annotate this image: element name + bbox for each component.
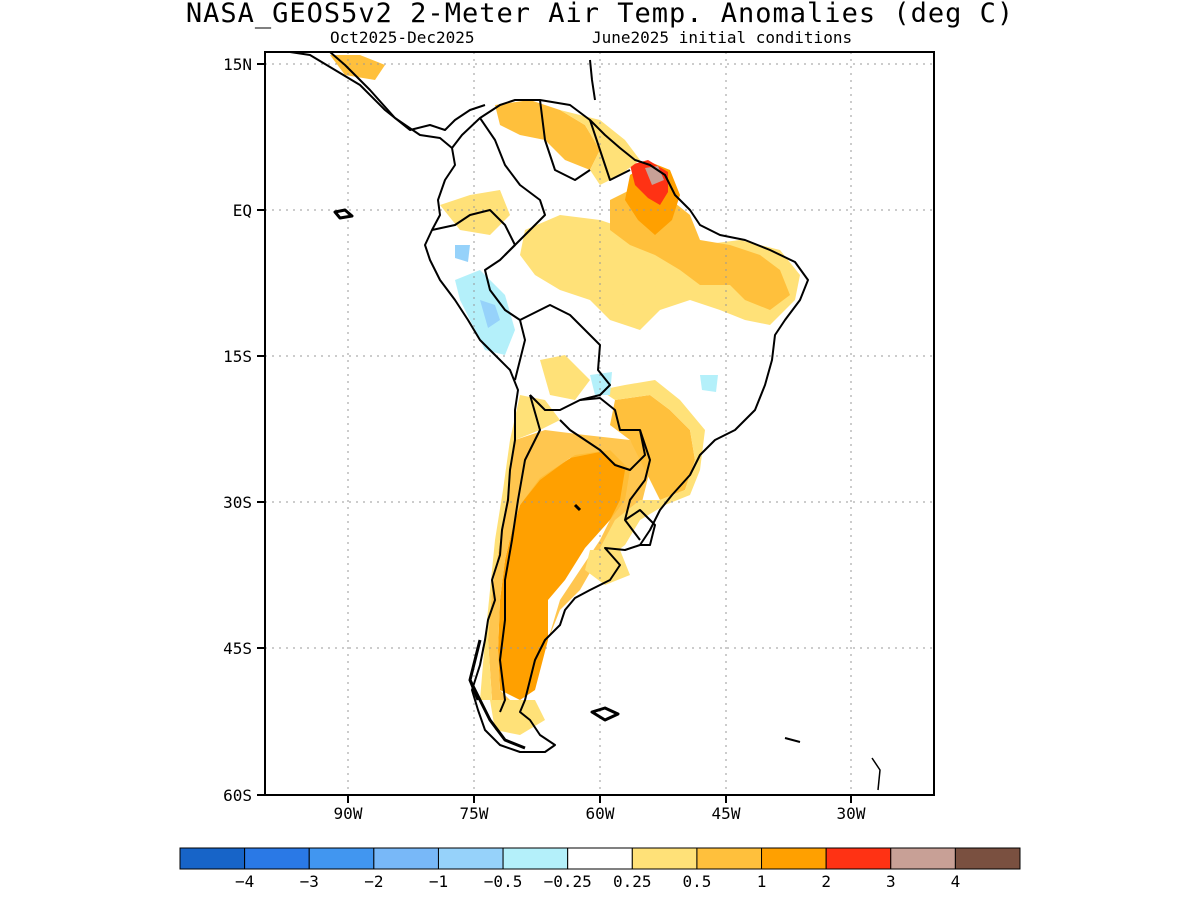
anomaly-region-brazil-cool <box>700 375 718 392</box>
lon-label: 75W <box>460 804 489 823</box>
border-ecuador-peru <box>431 209 526 381</box>
colorbar-label: −0.5 <box>484 872 523 891</box>
anomaly-region-patagonia-yellow <box>490 700 545 735</box>
coast-galapagos <box>333 208 354 220</box>
lon-label: 45W <box>712 804 741 823</box>
coast-sandwich <box>871 757 881 791</box>
colorbar-label: 2 <box>821 872 831 891</box>
anomaly-region-caribbean <box>330 55 385 80</box>
lon-label: 90W <box>334 804 363 823</box>
colorbar-label: 0.5 <box>682 872 711 891</box>
lat-label: 45S <box>223 639 252 658</box>
border-paraguay <box>559 397 646 471</box>
anomaly-region-venezuela <box>495 100 600 170</box>
colorbar-swatch <box>179 847 246 870</box>
colorbar-label: −2 <box>364 872 383 891</box>
colorbar-swatch <box>954 847 1021 870</box>
colorbar-label: −3 <box>300 872 319 891</box>
colorbar-swatch <box>761 847 827 870</box>
colorbar-swatch <box>308 847 375 870</box>
border-uruguay <box>624 509 656 546</box>
colorbar-swatch <box>373 847 439 870</box>
colorbar-swatch <box>825 847 892 870</box>
anomaly-shading <box>330 55 800 735</box>
anomaly-region-uruguay <box>585 550 630 585</box>
colorbar-label: −4 <box>235 872 254 891</box>
chart-title: NASA_GEOS5v2 2-Meter Air Temp. Anomalies… <box>185 0 1015 29</box>
coast-south-georgia <box>784 737 801 743</box>
lon-label: 30W <box>837 804 866 823</box>
coast-lake-argentina <box>573 503 582 512</box>
lat-label: EQ <box>233 201 252 220</box>
colorbar-label: −0.25 <box>544 872 592 891</box>
border-bolivia <box>519 304 611 411</box>
colorbar-swatch <box>696 847 763 870</box>
border-colombia <box>479 117 546 256</box>
border-argentina-brazil <box>624 429 651 541</box>
coast-chile-fjords <box>468 639 482 701</box>
anomaly-region-andes-yellow <box>480 395 560 700</box>
init-subtitle: June2025 initial conditions <box>592 28 853 47</box>
anomaly-region-argentina-light <box>488 430 650 700</box>
anomaly-region-amazon-yellow <box>590 255 660 305</box>
colorbar-swatch <box>437 847 504 870</box>
colorbar-swatch <box>890 847 956 870</box>
coast-falklands <box>590 706 620 722</box>
colorbar: −4 −3 −2 −1 −0.5 −0.25 0.25 0.5 1 2 3 4 <box>179 847 1021 891</box>
lat-label: 15N <box>223 55 252 74</box>
coast-trinidad <box>589 59 596 101</box>
coastline-south-america <box>424 99 809 753</box>
anomaly-region-sebrazil <box>610 395 695 500</box>
coastline-central-america <box>289 52 486 131</box>
lat-label: 60S <box>223 786 252 805</box>
lon-label: 60W <box>586 804 615 823</box>
colorbar-label: −1 <box>429 872 448 891</box>
colorbar-swatch <box>567 847 633 870</box>
colorbar-label: 4 <box>951 872 961 891</box>
anomaly-region-argentina-orange <box>498 450 630 700</box>
anomaly-region-nebrazil-yellow <box>520 215 800 330</box>
anomaly-region-peru-cool2 <box>480 300 500 328</box>
colorbar-label: 3 <box>886 872 896 891</box>
axis-ticks <box>257 63 852 803</box>
anomaly-region-ecuador-cool <box>455 245 470 262</box>
coastlines <box>289 52 881 791</box>
border-guianas <box>589 119 631 181</box>
gridlines <box>265 52 934 795</box>
colorbar-label: 0.25 <box>613 872 652 891</box>
period-subtitle: Oct2025-Dec2025 <box>330 28 475 47</box>
colorbar-swatch <box>502 847 569 870</box>
anomaly-region-colombia-yellow <box>440 190 510 235</box>
colorbar-swatch <box>631 847 698 870</box>
colorbar-label: 1 <box>757 872 767 891</box>
lat-label: 15S <box>223 347 252 366</box>
border-venezuela <box>539 99 591 181</box>
border-argentina-chile <box>499 394 541 713</box>
anomaly-region-bolivia-yellow <box>540 355 590 400</box>
coastline-central-america-pacific <box>329 52 453 149</box>
lat-label: 30S <box>223 493 252 512</box>
colorbar-swatch <box>244 847 310 870</box>
